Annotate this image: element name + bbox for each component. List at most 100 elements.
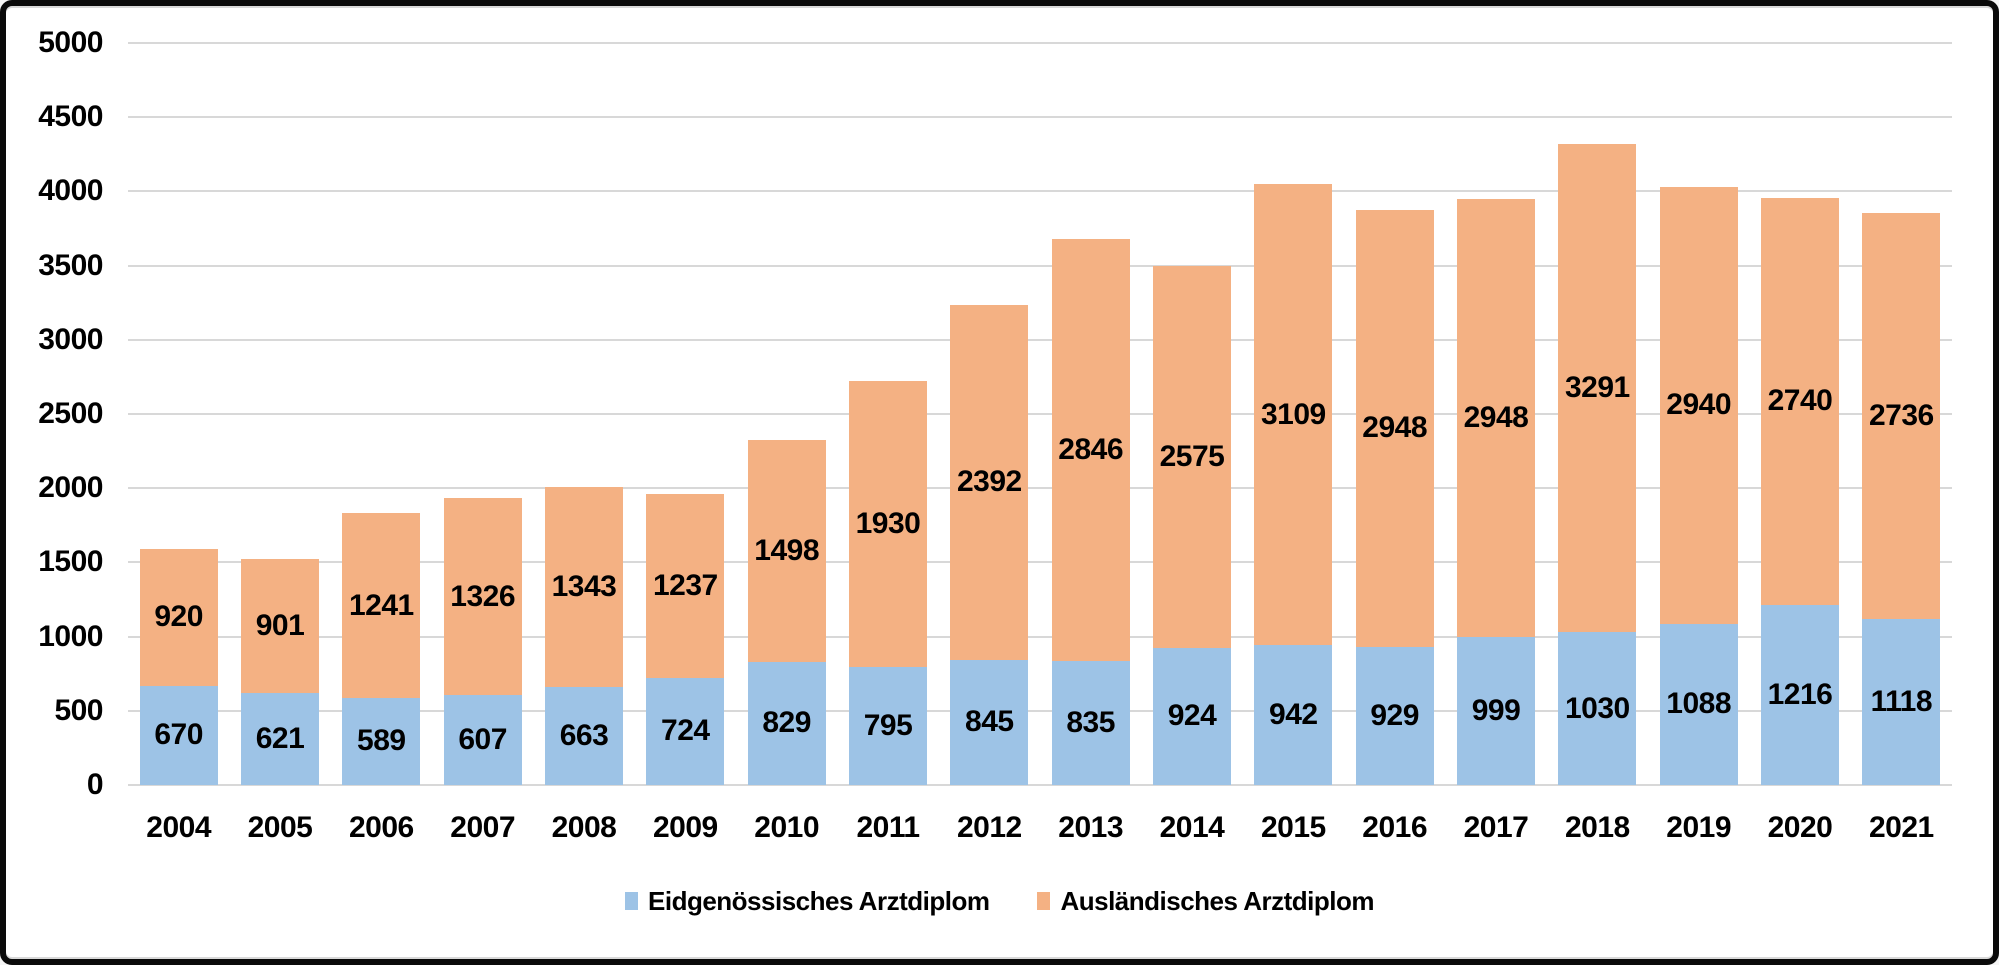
gridline: [128, 487, 1952, 490]
data-label: 589: [357, 724, 406, 758]
x-axis-tick-label: 2020: [1767, 811, 1833, 844]
data-label: 835: [1066, 706, 1115, 740]
data-label: 670: [154, 718, 203, 752]
data-label: 1343: [551, 569, 617, 603]
data-label: 1326: [450, 579, 516, 613]
bar-segment-auslaendisch-2010: [747, 439, 826, 662]
data-label: 1088: [1666, 687, 1732, 721]
x-axis-tick-label: 2008: [551, 811, 617, 844]
data-label: 2575: [1159, 439, 1225, 473]
bar-segment-auslaendisch-2021: [1862, 213, 1941, 620]
data-label: 2948: [1463, 401, 1529, 434]
data-label: 920: [154, 600, 203, 634]
data-label: 1030: [1564, 691, 1630, 725]
data-label: 2846: [1058, 432, 1124, 466]
data-label: 942: [1269, 698, 1318, 732]
y-axis-tick-label: 2500: [38, 397, 103, 430]
x-axis-tick-label: 2011: [856, 811, 920, 844]
bar-segment-eidgenoessisch-2007: [443, 694, 522, 785]
x-axis-tick-label: 2019: [1666, 811, 1732, 844]
bar-segment-auslaendisch-2007: [443, 498, 522, 695]
bar-segment-auslaendisch-2014: [1153, 265, 1231, 648]
bar-segment-auslaendisch-2006: [342, 513, 421, 698]
data-label: 829: [762, 706, 811, 740]
bar-segment-auslaendisch-2004: [139, 549, 218, 686]
y-axis-tick-label: 3500: [38, 248, 103, 282]
gridline: [128, 264, 1952, 267]
data-label: 1118: [1870, 685, 1933, 719]
data-label: 1498: [754, 533, 820, 567]
bar-segment-auslaendisch-2018: [1558, 143, 1637, 633]
data-label: 3291: [1564, 370, 1630, 404]
bar-segment-eidgenoessisch-2011: [849, 667, 927, 785]
data-label: 724: [661, 714, 710, 748]
legend-label: Ausländisches Arztdiplom: [1060, 885, 1374, 916]
gridline: [128, 190, 1952, 193]
legend-swatch-icon: [625, 892, 638, 910]
bar-segment-eidgenoessisch-2008: [545, 686, 623, 785]
gridline: [128, 635, 1952, 638]
bar-segment-eidgenoessisch-2010: [747, 661, 826, 785]
y-axis-tick-label: 1500: [38, 545, 103, 579]
x-axis-tick-label: 2005: [247, 811, 313, 844]
x-axis-tick-label: 2014: [1159, 811, 1225, 844]
bar-segment-auslaendisch-2011: [849, 380, 927, 668]
data-label: 1237: [652, 568, 718, 602]
data-label: 901: [255, 608, 305, 642]
y-axis-tick-label: 4000: [38, 174, 103, 208]
x-axis-tick-label: 2009: [652, 811, 718, 844]
y-axis-tick-label: 2000: [38, 471, 103, 505]
bar-segment-auslaendisch-2019: [1659, 187, 1738, 624]
bar-segment-eidgenoessisch-2018: [1558, 632, 1637, 785]
y-axis-tick-label: 5000: [38, 26, 103, 59]
gridline: [128, 561, 1952, 564]
bar-segment-eidgenoessisch-2009: [646, 677, 725, 785]
chart-legend: Eidgenössisches Arztdiplom Ausländisches …: [6, 878, 1993, 924]
bar-segment-auslaendisch-2020: [1761, 197, 1839, 605]
bar-segment-eidgenoessisch-2013: [1051, 661, 1130, 785]
bar-segment-auslaendisch-2013: [1051, 238, 1130, 662]
data-label: 2948: [1362, 411, 1428, 445]
data-label: 1241: [348, 588, 414, 622]
x-axis-tick-label: 2013: [1058, 811, 1124, 844]
x-axis-tick-label: 2021: [1868, 811, 1934, 844]
data-label: 2940: [1666, 388, 1732, 422]
x-axis-tick-label: 2018: [1564, 811, 1630, 844]
gridline: [128, 116, 1952, 119]
data-label: 929: [1370, 699, 1419, 733]
bar-segment-eidgenoessisch-2006: [342, 697, 421, 785]
legend-swatch-icon: [1037, 892, 1051, 910]
data-label: 621: [255, 721, 305, 755]
x-axis-tick-label: 2016: [1362, 811, 1428, 844]
bar-segment-auslaendisch-2008: [545, 487, 623, 687]
x-axis-tick-label: 2017: [1463, 811, 1529, 844]
bar-segment-auslaendisch-2017: [1457, 199, 1535, 637]
bar-segment-auslaendisch-2015: [1254, 183, 1333, 646]
bar-segment-auslaendisch-2012: [950, 304, 1029, 660]
x-axis-tick-label: 2010: [754, 811, 820, 844]
y-axis-tick-label: 0: [86, 768, 104, 801]
data-label: 924: [1167, 699, 1217, 733]
data-label: 663: [559, 718, 609, 752]
x-axis-tick-label: 2007: [450, 811, 516, 844]
x-axis-tick-label: 2004: [146, 811, 212, 844]
x-axis-tick-label: 2012: [956, 811, 1022, 844]
bar-segment-eidgenoessisch-2016: [1355, 647, 1434, 785]
x-axis-tick-label: 2006: [348, 811, 414, 844]
bar-segment-eidgenoessisch-2021: [1862, 619, 1941, 785]
data-label: 845: [965, 705, 1014, 739]
bar-segment-auslaendisch-2016: [1355, 209, 1434, 648]
legend-label: Eidgenössisches Arztdiplom: [648, 885, 990, 916]
x-axis-tick-label: 2015: [1260, 811, 1326, 844]
data-label: 2736: [1868, 399, 1934, 433]
data-label: 607: [458, 722, 507, 756]
data-label: 795: [863, 709, 913, 742]
bar-segment-eidgenoessisch-2020: [1761, 604, 1839, 785]
y-axis-tick-label: 3000: [38, 322, 103, 356]
data-label: 999: [1471, 693, 1521, 727]
data-label: 1216: [1767, 677, 1833, 711]
gridline: [128, 413, 1952, 415]
bar-segment-eidgenoessisch-2012: [950, 659, 1029, 785]
